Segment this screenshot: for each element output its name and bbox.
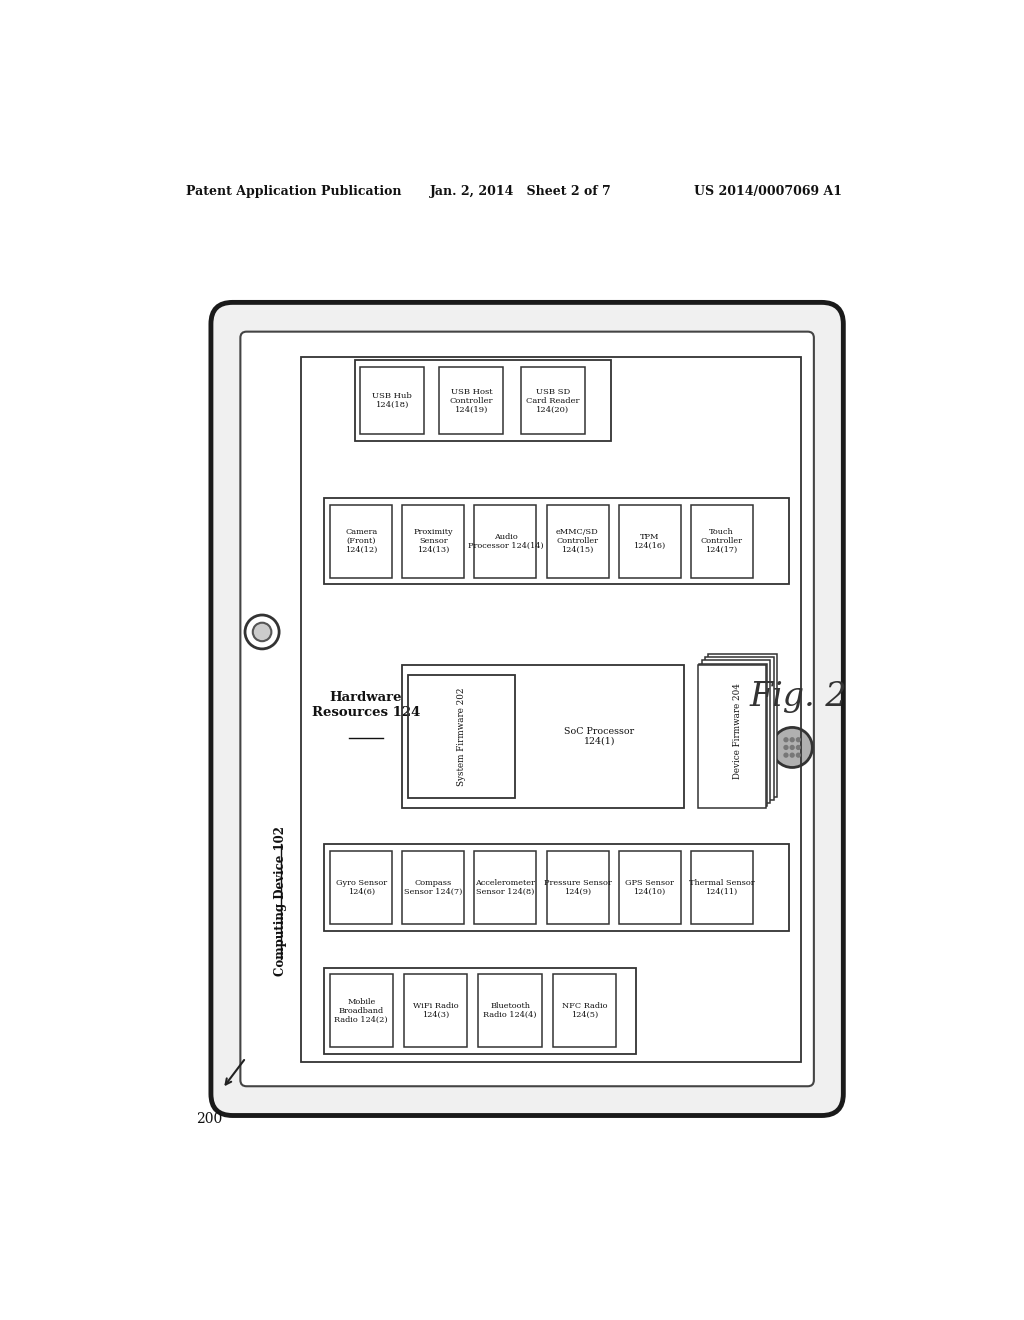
Circle shape xyxy=(797,754,801,758)
Circle shape xyxy=(791,754,795,758)
FancyBboxPatch shape xyxy=(330,974,393,1047)
Text: eMMC/SD
Controller
124(15): eMMC/SD Controller 124(15) xyxy=(556,528,599,554)
Circle shape xyxy=(791,738,795,742)
Text: 200: 200 xyxy=(197,1113,222,1126)
Text: Bluetooth
Radio 124(4): Bluetooth Radio 124(4) xyxy=(483,1002,537,1019)
Text: Compass
Sensor 124(7): Compass Sensor 124(7) xyxy=(404,879,463,896)
Circle shape xyxy=(772,727,812,767)
FancyBboxPatch shape xyxy=(699,664,767,807)
Text: Camera
(Front)
124(12): Camera (Front) 124(12) xyxy=(345,528,378,554)
Text: Audio
Processor 124(14): Audio Processor 124(14) xyxy=(468,533,544,549)
Text: USB Host
Controller
124(19): USB Host Controller 124(19) xyxy=(450,388,494,413)
FancyBboxPatch shape xyxy=(553,974,616,1047)
Text: GPS Sensor
124(10): GPS Sensor 124(10) xyxy=(625,879,674,896)
FancyBboxPatch shape xyxy=(403,974,467,1047)
Text: Thermal Sensor
124(11): Thermal Sensor 124(11) xyxy=(689,879,755,896)
FancyBboxPatch shape xyxy=(702,660,770,803)
Text: Device Firmware 204: Device Firmware 204 xyxy=(732,682,741,779)
Text: SoC Processor
124(1): SoC Processor 124(1) xyxy=(564,726,634,746)
Text: Proximity
Sensor
124(13): Proximity Sensor 124(13) xyxy=(414,528,454,554)
FancyBboxPatch shape xyxy=(331,504,392,578)
Text: Computing Device 102: Computing Device 102 xyxy=(274,826,287,977)
FancyBboxPatch shape xyxy=(474,851,537,924)
Circle shape xyxy=(784,754,787,758)
Text: Patent Application Publication: Patent Application Publication xyxy=(186,185,401,198)
Text: Mobile
Broadband
Radio 124(2): Mobile Broadband Radio 124(2) xyxy=(335,998,388,1024)
FancyBboxPatch shape xyxy=(402,851,464,924)
Text: Accelerometer
Sensor 124(8): Accelerometer Sensor 124(8) xyxy=(475,879,536,896)
Text: WiFi Radio
124(3): WiFi Radio 124(3) xyxy=(413,1002,459,1019)
Text: Touch
Controller
124(17): Touch Controller 124(17) xyxy=(700,528,742,554)
FancyBboxPatch shape xyxy=(520,367,585,434)
FancyBboxPatch shape xyxy=(211,302,844,1115)
Text: US 2014/0007069 A1: US 2014/0007069 A1 xyxy=(693,185,842,198)
FancyBboxPatch shape xyxy=(547,504,608,578)
Text: Gyro Sensor
124(6): Gyro Sensor 124(6) xyxy=(336,879,387,896)
Circle shape xyxy=(784,746,787,750)
Text: System Firmware 202: System Firmware 202 xyxy=(457,688,466,785)
FancyBboxPatch shape xyxy=(690,851,753,924)
Text: Pressure Sensor
124(9): Pressure Sensor 124(9) xyxy=(544,879,611,896)
Circle shape xyxy=(253,623,271,642)
FancyBboxPatch shape xyxy=(709,655,776,797)
Circle shape xyxy=(791,746,795,750)
Text: Hardware
Resources 124: Hardware Resources 124 xyxy=(311,692,420,719)
Text: USB Hub
124(18): USB Hub 124(18) xyxy=(373,392,412,409)
FancyBboxPatch shape xyxy=(697,665,766,808)
Circle shape xyxy=(245,615,280,649)
FancyBboxPatch shape xyxy=(618,851,681,924)
FancyBboxPatch shape xyxy=(439,367,504,434)
FancyBboxPatch shape xyxy=(402,504,464,578)
Text: USB SD
Card Reader
124(20): USB SD Card Reader 124(20) xyxy=(526,388,580,413)
Circle shape xyxy=(797,746,801,750)
FancyBboxPatch shape xyxy=(547,851,608,924)
Text: Jan. 2, 2014   Sheet 2 of 7: Jan. 2, 2014 Sheet 2 of 7 xyxy=(430,185,612,198)
FancyBboxPatch shape xyxy=(331,851,392,924)
Text: NFC Radio
124(5): NFC Radio 124(5) xyxy=(562,1002,607,1019)
FancyBboxPatch shape xyxy=(690,504,753,578)
Circle shape xyxy=(797,738,801,742)
Text: TPM
124(16): TPM 124(16) xyxy=(634,533,666,549)
FancyBboxPatch shape xyxy=(360,367,424,434)
FancyBboxPatch shape xyxy=(706,657,773,800)
FancyBboxPatch shape xyxy=(618,504,681,578)
FancyBboxPatch shape xyxy=(241,331,814,1086)
FancyBboxPatch shape xyxy=(478,974,542,1047)
Text: Fig. 2: Fig. 2 xyxy=(750,681,847,713)
FancyBboxPatch shape xyxy=(474,504,537,578)
Circle shape xyxy=(784,738,787,742)
